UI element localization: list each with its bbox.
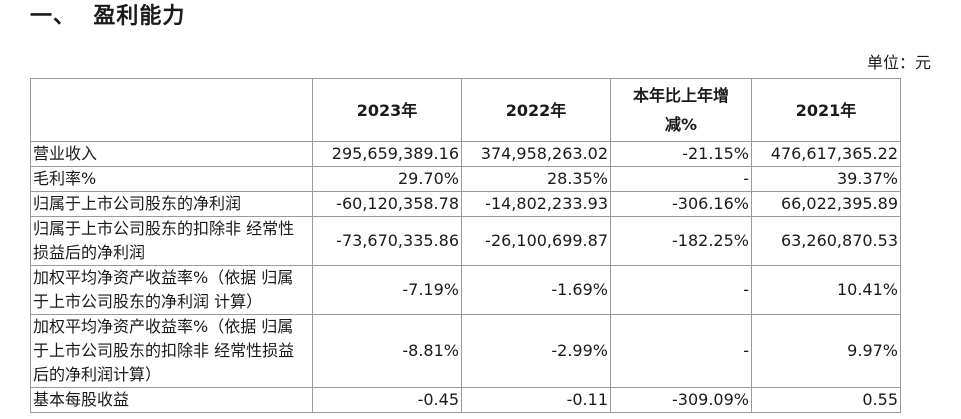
cell-2021: 63,260,870.53 — [751, 216, 901, 266]
cell-change: - — [610, 314, 752, 388]
cell-change: -21.15% — [610, 141, 752, 167]
row-label: 毛利率% — [30, 166, 313, 192]
cell-2021: 476,617,365.22 — [751, 141, 901, 167]
row-label: 归属于上市公司股东的扣除非 经常性损益后的净利润 — [30, 216, 313, 266]
table-row: 毛利率% 29.70% 28.35% - 39.37% — [30, 166, 901, 192]
profitability-table: 2023年 2022年 本年比上年增减% 2021年 营业收入 295,659,… — [30, 78, 901, 413]
table-row: 归属于上市公司股东的净利润 -60,120,358.78 -14,802,233… — [30, 191, 901, 217]
table-row: 基本每股收益 -0.45 -0.11 -309.09% 0.55 — [30, 387, 901, 413]
cell-change: - — [610, 265, 752, 315]
cell-2023: -7.19% — [312, 265, 462, 315]
table-row: 归属于上市公司股东的扣除非 经常性损益后的净利润 -73,670,335.86 … — [30, 216, 901, 266]
cell-2021: 66,022,395.89 — [751, 191, 901, 217]
cell-2022: -1.69% — [461, 265, 611, 315]
table-row: 加权平均净资产收益率%（依据 归属于上市公司股东的净利润 计算） -7.19% … — [30, 265, 901, 315]
cell-2021: 39.37% — [751, 166, 901, 192]
header-2022: 2022年 — [461, 78, 611, 142]
row-label: 营业收入 — [30, 141, 313, 167]
cell-2022: -2.99% — [461, 314, 611, 388]
table-row: 营业收入 295,659,389.16 374,958,263.02 -21.1… — [30, 141, 901, 167]
row-label: 加权平均净资产收益率%（依据 归属于上市公司股东的净利润 计算） — [30, 265, 313, 315]
cell-change: - — [610, 166, 752, 192]
cell-2022: -0.11 — [461, 387, 611, 413]
row-label: 基本每股收益 — [30, 387, 313, 413]
cell-2023: -8.81% — [312, 314, 462, 388]
cell-2021: 9.97% — [751, 314, 901, 388]
cell-2023: -60,120,358.78 — [312, 191, 462, 217]
cell-2023: -0.45 — [312, 387, 462, 413]
cell-2021: 0.55 — [751, 387, 901, 413]
cell-change: -309.09% — [610, 387, 752, 413]
row-label: 归属于上市公司股东的净利润 — [30, 191, 313, 217]
table-header-row: 2023年 2022年 本年比上年增减% 2021年 — [30, 78, 901, 142]
table-row: 加权平均净资产收益率%（依据 归属于上市公司股东的扣除非 经常性损益后的净利润计… — [30, 314, 901, 388]
cell-2022: -14,802,233.93 — [461, 191, 611, 217]
cell-2022: -26,100,699.87 — [461, 216, 611, 266]
header-blank — [30, 78, 313, 142]
unit-label: 单位：元 — [866, 53, 931, 72]
cell-change: -306.16% — [610, 191, 752, 217]
header-2021: 2021年 — [751, 78, 901, 142]
header-change: 本年比上年增减% — [610, 78, 752, 142]
cell-2021: 10.41% — [751, 265, 901, 315]
row-label: 加权平均净资产收益率%（依据 归属于上市公司股东的扣除非 经常性损益后的净利润计… — [30, 314, 313, 388]
cell-2023: 29.70% — [312, 166, 462, 192]
header-2023: 2023年 — [312, 78, 462, 142]
section-title: 一、 盈利能力 — [30, 4, 186, 29]
cell-2022: 374,958,263.02 — [461, 141, 611, 167]
cell-2022: 28.35% — [461, 166, 611, 192]
header-change-text: 本年比上年增减% — [632, 86, 729, 134]
cell-change: -182.25% — [610, 216, 752, 266]
cell-2023: -73,670,335.86 — [312, 216, 462, 266]
cell-2023: 295,659,389.16 — [312, 141, 462, 167]
